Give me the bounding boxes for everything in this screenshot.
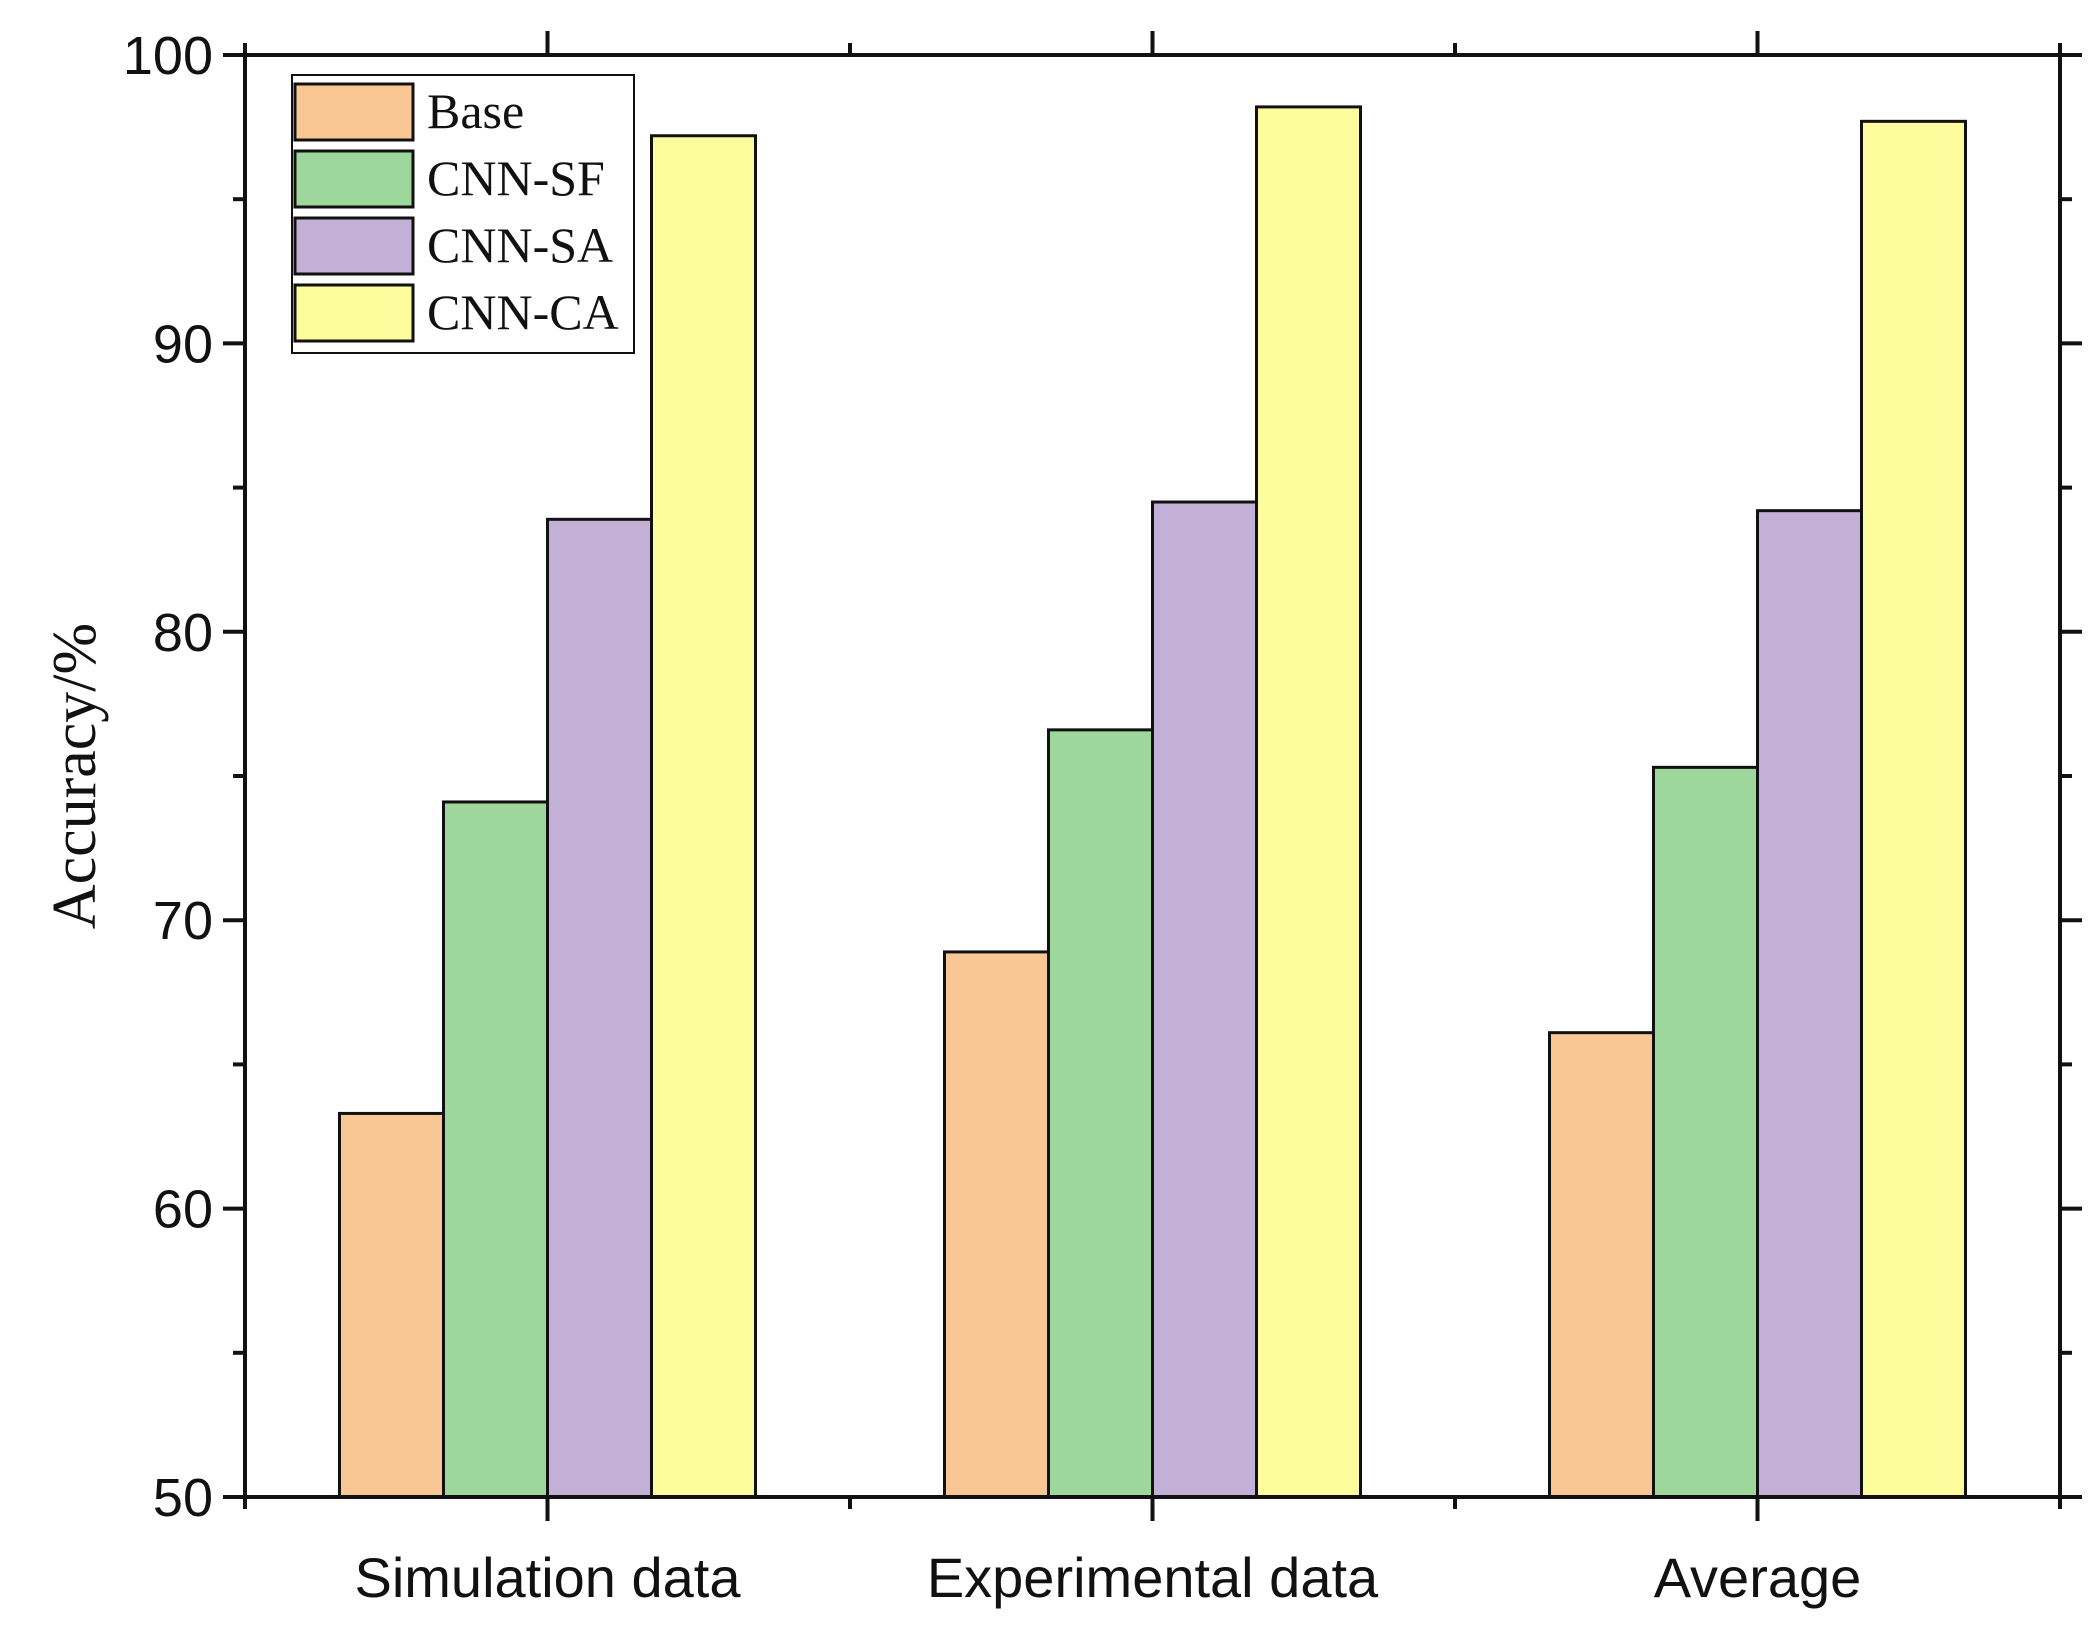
bar-cnn-sf-2 <box>1047 728 1154 1499</box>
legend-swatch-base <box>293 82 415 142</box>
bar-cnn-sf-1 <box>442 800 549 1499</box>
bar-cnn-sa-1 <box>546 517 653 1499</box>
bar-cnn-ca-3 <box>1860 119 1967 1499</box>
bar-cnn-sf-3 <box>1652 765 1759 1499</box>
x-category-label: Experimental data <box>927 1546 1379 1609</box>
y-tick-label: 60 <box>153 1180 213 1240</box>
legend-swatch-cnn-sa <box>293 216 415 276</box>
x-category-label: Simulation data <box>354 1546 741 1609</box>
legend-label-cnn-sf: CNN-SF <box>427 150 605 206</box>
y-tick-label: 100 <box>123 26 213 86</box>
legend-swatch-cnn-ca <box>293 283 415 343</box>
bars-group <box>338 105 1967 1499</box>
legend-swatch-cnn-sf <box>293 149 415 209</box>
y-tick-label: 90 <box>153 314 213 374</box>
bar-cnn-ca-1 <box>650 134 757 1499</box>
legend: Base CNN-SF CNN-SA CNN-CA <box>291 74 635 354</box>
bar-cnn-ca-2 <box>1255 105 1362 1499</box>
bar-cnn-sa-2 <box>1151 500 1258 1499</box>
legend-label-cnn-sa: CNN-SA <box>427 217 613 273</box>
bar-base-3 <box>1548 1031 1655 1499</box>
bar-cnn-sa-3 <box>1756 509 1863 1499</box>
y-tick-label: 80 <box>153 603 213 663</box>
axes-group: 50 60 70 80 90 100 Simulation data Experimental… <box>123 26 2082 1609</box>
bar-base-2 <box>943 950 1050 1499</box>
y-tick-label: 50 <box>153 1468 213 1528</box>
y-tick-label: 70 <box>153 891 213 951</box>
x-category-label: Average <box>1654 1546 1862 1609</box>
bar-base-1 <box>338 1111 445 1499</box>
legend-label-cnn-ca: CNN-CA <box>427 284 619 340</box>
y-axis-title: Accuracy/% <box>41 623 109 929</box>
legend-label-base: Base <box>427 83 524 139</box>
